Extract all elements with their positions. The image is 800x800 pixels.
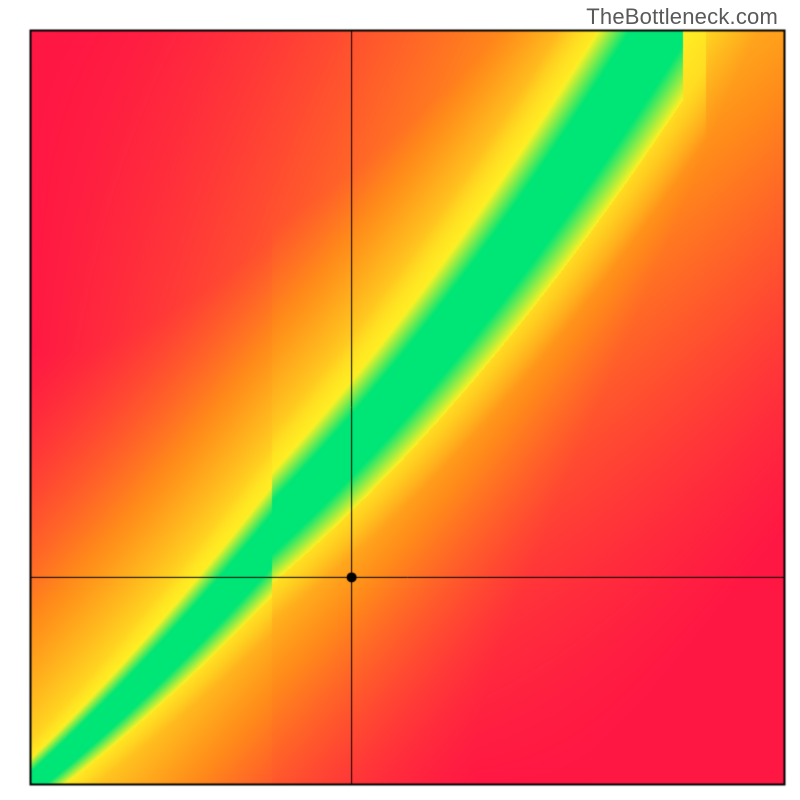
watermark-text: TheBottleneck.com [586,4,778,30]
bottleneck-heatmap-canvas [0,0,800,800]
chart-container: TheBottleneck.com [0,0,800,800]
